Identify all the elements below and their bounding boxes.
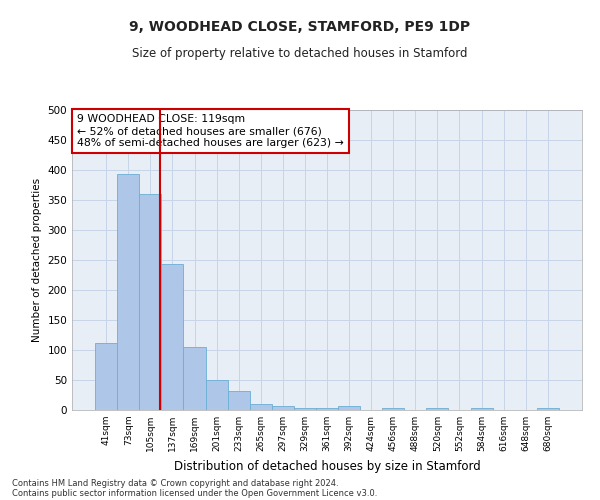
Bar	[272, 406, 294, 410]
Bar	[117, 174, 139, 410]
Bar	[250, 404, 272, 410]
Text: 9, WOODHEAD CLOSE, STAMFORD, PE9 1DP: 9, WOODHEAD CLOSE, STAMFORD, PE9 1DP	[130, 20, 470, 34]
Bar	[161, 264, 184, 410]
Bar	[470, 408, 493, 410]
Bar	[427, 408, 448, 410]
Bar	[139, 194, 161, 410]
Bar	[95, 344, 117, 410]
Bar	[537, 408, 559, 410]
Text: Contains HM Land Registry data © Crown copyright and database right 2024.: Contains HM Land Registry data © Crown c…	[12, 478, 338, 488]
Bar	[294, 408, 316, 410]
Y-axis label: Number of detached properties: Number of detached properties	[32, 178, 42, 342]
Bar	[227, 392, 250, 410]
Bar	[382, 408, 404, 410]
X-axis label: Distribution of detached houses by size in Stamford: Distribution of detached houses by size …	[173, 460, 481, 472]
Text: Size of property relative to detached houses in Stamford: Size of property relative to detached ho…	[132, 48, 468, 60]
Bar	[338, 406, 360, 410]
Text: Contains public sector information licensed under the Open Government Licence v3: Contains public sector information licen…	[12, 488, 377, 498]
Bar	[184, 347, 206, 410]
Text: 9 WOODHEAD CLOSE: 119sqm
← 52% of detached houses are smaller (676)
48% of semi-: 9 WOODHEAD CLOSE: 119sqm ← 52% of detach…	[77, 114, 344, 148]
Bar	[316, 408, 338, 410]
Bar	[206, 380, 227, 410]
